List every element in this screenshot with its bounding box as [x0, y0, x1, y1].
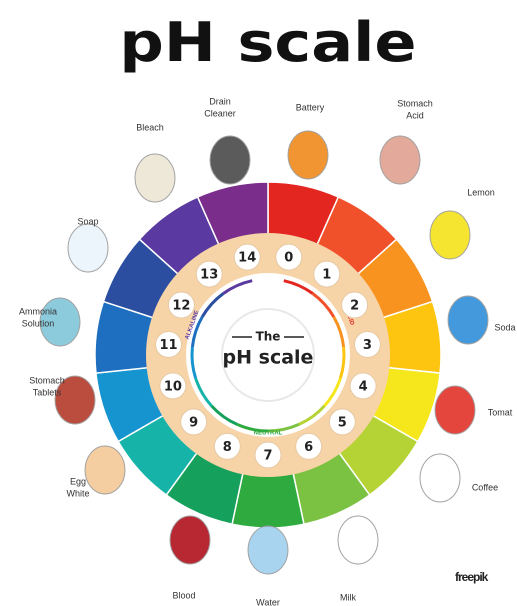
ph-number: 2 — [350, 299, 359, 314]
item-icon — [430, 211, 470, 259]
ring-segment — [232, 470, 304, 528]
item-label: Tomat — [488, 407, 513, 417]
neutral-label: NEUTRAL — [254, 431, 283, 437]
item-label: Lemon — [467, 187, 495, 197]
item-label: Stomach — [29, 375, 65, 385]
item-icon — [288, 131, 328, 179]
item-icon — [448, 296, 488, 344]
item-icon — [170, 516, 210, 564]
ph-number: 11 — [160, 338, 178, 353]
item-label: Acid — [406, 110, 424, 120]
item-icon — [338, 516, 378, 564]
item-label: Blood — [172, 590, 195, 600]
ph-number: 10 — [164, 379, 182, 394]
item-label: Battery — [296, 102, 325, 112]
ph-number: 6 — [304, 440, 313, 455]
item-label: Solution — [22, 318, 55, 328]
item-icon — [420, 454, 460, 502]
item-label: Soap — [77, 216, 98, 226]
ph-number: 4 — [359, 379, 368, 394]
item-icon — [210, 136, 250, 184]
item-label: Cleaner — [204, 108, 236, 118]
ph-number: 1 — [322, 268, 331, 283]
ph-number: 5 — [338, 415, 347, 430]
item-label: Tablets — [33, 387, 62, 397]
item-icon — [85, 446, 125, 494]
item-label: Coffee — [472, 482, 498, 492]
item-icon — [248, 526, 288, 574]
item-label: Drain — [209, 96, 231, 106]
item-icon — [380, 136, 420, 184]
item-label: Bleach — [136, 122, 164, 132]
ph-number: 13 — [200, 268, 218, 283]
ph-number: 7 — [263, 449, 272, 464]
ph-number: 0 — [284, 251, 293, 266]
item-label: Ammonia — [19, 306, 57, 316]
item-label: Milk — [340, 592, 356, 602]
center-line1: The — [256, 330, 281, 344]
center-line2: pH scale — [223, 347, 314, 369]
ph-number: 12 — [172, 299, 190, 314]
ph-scale-infographic: pH scale The pH scale ACID NEUTRAL ALKAL… — [0, 0, 517, 606]
ph-number: 8 — [223, 440, 232, 455]
item-label: Soda — [494, 322, 515, 332]
item-label: White — [66, 488, 89, 498]
item-icon — [135, 154, 175, 202]
item-icon — [68, 224, 108, 272]
ph-number: 3 — [363, 338, 372, 353]
watermark: freepik — [455, 570, 489, 584]
item-label: Stomach — [397, 98, 433, 108]
title: pH scale — [119, 11, 416, 74]
item-label: Egg — [70, 476, 86, 486]
ph-number: 9 — [189, 415, 198, 430]
item-label: Water — [256, 597, 280, 606]
item-icon — [435, 386, 475, 434]
ph-number: 14 — [238, 251, 256, 266]
